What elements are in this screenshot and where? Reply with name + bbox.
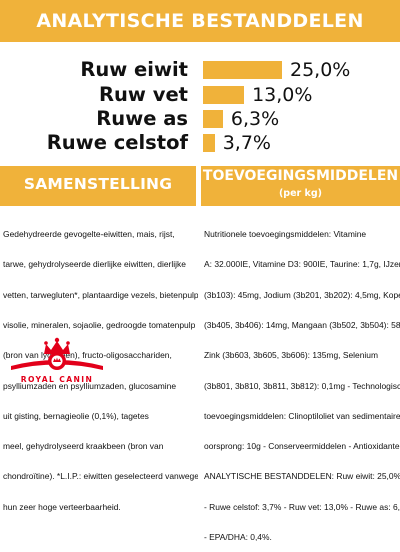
- composition-line: meel, gehydrolyseerd kraakbeen (bron van: [3, 441, 164, 452]
- nutrient-bar: [203, 86, 245, 104]
- additives-line: toevoegingsmiddelen: Clinoptiloliet van …: [204, 410, 400, 421]
- composition-line: uit gisting, bernagieolie (0,1%), tagete…: [3, 410, 149, 421]
- additives-line: (3b405, 3b406): 14mg, Mangaan (3b502, 3b…: [204, 320, 400, 331]
- analysis-header-title: ANALYTISCHE BESTANDDELEN: [36, 10, 364, 32]
- nutrient-row-fibre: Ruwe celstof 3,7%: [0, 131, 400, 155]
- nutrient-value: 3,7%: [222, 132, 271, 154]
- crown-icon: [44, 341, 70, 354]
- additives-subtitle: (per kg): [278, 188, 323, 199]
- composition-line: chondroïtine). *L.I.P.: eiwitten geselec…: [3, 471, 198, 482]
- additives-line: - Ruwe celstof: 3,7% - Ruw vet: 13,0% - …: [204, 501, 400, 512]
- composition-title: SAMENSTELLING: [23, 175, 173, 193]
- nutrient-value: 25,0%: [290, 59, 351, 81]
- analysis-header-banner: ANALYTISCHE BESTANDDELEN: [0, 0, 400, 42]
- nutrient-label: Ruwe as: [96, 107, 188, 130]
- additives-header-box: TOEVOEGINGSMIDDELEN (per kg): [201, 166, 400, 206]
- additives-text: Nutritionele toevoegingsmiddelen: Vitami…: [204, 209, 400, 552]
- additives-line: ANALYTISCHE BESTANDDELEN: Ruw eiwit: 25,…: [204, 471, 400, 482]
- nutrient-bar: [203, 110, 223, 128]
- additives-line: (3b801, 3b810, 3b811, 3b812): 0,1mg - Te…: [204, 380, 400, 391]
- nutrient-label: Ruw vet: [99, 83, 188, 106]
- nutrient-bar: [203, 61, 282, 79]
- nutrient-row-protein: Ruw eiwit 25,0%: [0, 58, 400, 82]
- composition-line: vetten, tarwegluten*, plantaardige vezel…: [3, 289, 198, 300]
- composition-line: visolie, mineralen, sojaolie, gedroogde …: [3, 320, 196, 331]
- additives-line: - EPA/DHA: 0,4%.: [204, 532, 272, 542]
- composition-line: tarwe, gehydrolyseerde dierlijke eiwitte…: [3, 259, 186, 270]
- composition-line: psylliumzaden en psylliumzaden, glucosam…: [3, 380, 177, 391]
- nutrient-label: Ruwe celstof: [46, 131, 188, 154]
- additives-line: Zink (3b603, 3b605, 3b606): 135mg, Selen…: [204, 350, 379, 361]
- royal-canin-logo: ROYAL CANIN: [11, 337, 103, 384]
- additives-line: oorsprong: 10g - Conserveermiddelen - An…: [204, 441, 400, 452]
- composition-line: hun zeer hoge verteerbaarheid.: [3, 501, 121, 512]
- additives-title: TOEVOEGINGSMIDDELEN: [202, 168, 399, 184]
- nutrient-value: 13,0%: [252, 84, 313, 106]
- additives-line: A: 32.000IE, Vitamine D3: 900IE, Taurine…: [204, 259, 400, 270]
- additives-line: (3b103): 45mg, Jodium (3b201, 3b202): 4,…: [204, 289, 400, 300]
- nutrient-label: Ruw eiwit: [80, 58, 188, 81]
- nutrient-value: 6,3%: [230, 108, 280, 130]
- logo-wordmark: ROYAL CANIN: [21, 375, 94, 384]
- composition-line: Gedehydreerde gevogelte-eiwitten, mais, …: [3, 229, 175, 240]
- composition-header-box: SAMENSTELLING: [0, 166, 196, 206]
- additives-line: Nutritionele toevoegingsmiddelen: Vitami…: [204, 229, 367, 240]
- nutrient-bar: [203, 134, 215, 152]
- nutrient-row-fat: Ruw vet 13,0%: [0, 83, 400, 107]
- nutrient-row-ash: Ruwe as 6,3%: [0, 107, 400, 131]
